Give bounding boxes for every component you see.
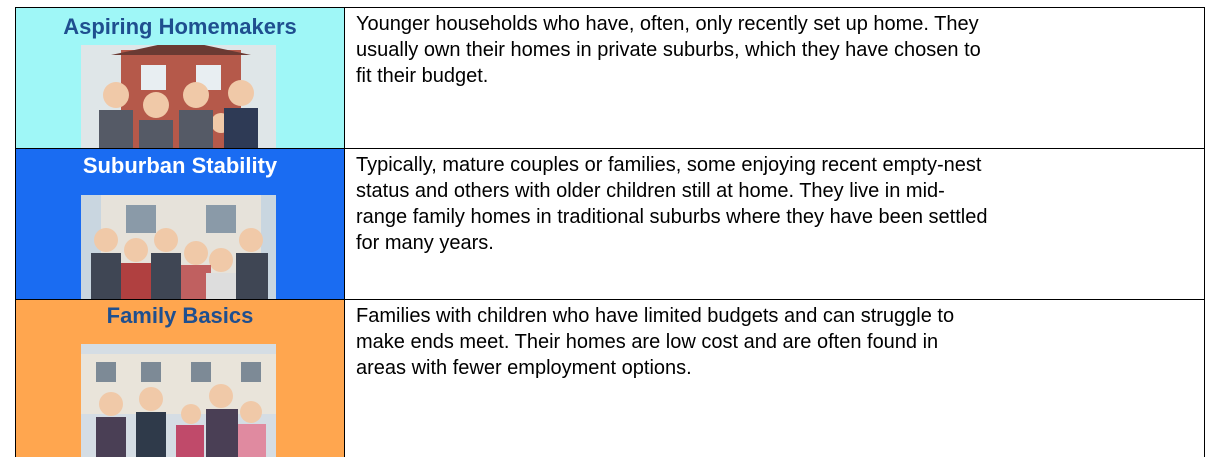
description-line: for many years. [356,232,494,254]
description-cell: Families with children who have limited … [345,300,1205,457]
segment-name: Suburban Stability [82,153,278,178]
description-cell: Younger households who have, often, only… [345,8,1205,149]
description-line: usually own their homes in private subur… [356,39,981,61]
segment-cell: Suburban Stability [15,149,345,300]
segment-name: Family Basics [106,303,254,328]
segment-name: Aspiring Homemakers [63,14,297,39]
photo [81,195,276,300]
table-row: Aspiring Homemakers Younger households w… [15,7,1205,150]
segment-cell: Aspiring Homemakers [15,8,345,150]
description-line: fit their budget. [356,65,489,87]
photo [81,45,276,150]
description-line: Typically, mature couples or families, s… [356,154,982,176]
description-line: status and others with older children st… [356,180,945,202]
table-row: Suburban Stability Typically, mature cou… [15,148,1205,300]
photo [81,344,276,457]
description-line: Families with children who have limited … [356,305,955,327]
description-line: areas with fewer employment options. [356,357,692,379]
segment-cell: Family Basics [15,300,345,457]
description-line: make ends meet. Their homes are low cost… [356,331,939,353]
table-row: Family Basics Families with children who… [15,299,1205,457]
description-line: Younger households who have, often, only… [356,13,979,35]
description-cell: Typically, mature couples or families, s… [345,149,1205,300]
description-line: range family homes in traditional suburb… [356,206,988,228]
